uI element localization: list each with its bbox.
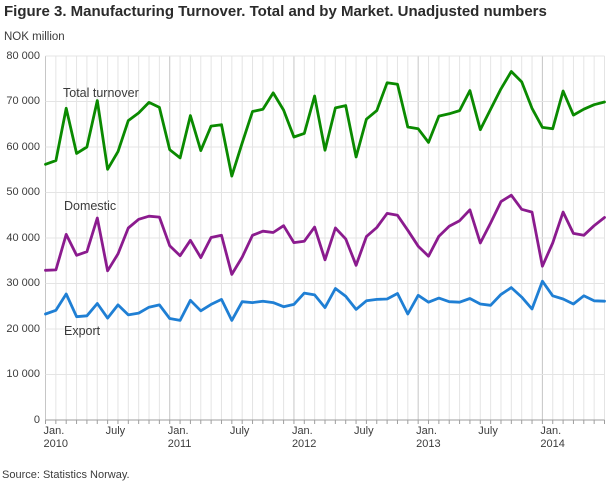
series-label-domestic: Domestic (64, 199, 117, 213)
x-tick-label: July (105, 425, 126, 437)
series-line-domestic (44, 193, 606, 276)
y-tick-label: 80 000 (6, 49, 40, 62)
y-axis-unit-label: NOK million (4, 31, 65, 43)
x-tick-label: Jan. 2013 (416, 425, 441, 450)
series-line-total (44, 70, 606, 178)
series-label-total-turnover: Total turnover (63, 86, 139, 100)
y-tick-label: 50 000 (6, 186, 40, 198)
x-tick-label: July (478, 425, 498, 437)
y-tick-label: 20 000 (6, 322, 40, 335)
x-tick-label: Jan. 2010 (43, 425, 68, 450)
x-tick-label: Jan. 2011 (167, 425, 192, 450)
x-tick-label: Jan. 2012 (291, 425, 317, 450)
chart-title: Figure 3. Manufacturing Turnover. Total … (4, 3, 547, 20)
x-tick-label: July (354, 425, 374, 437)
y-tick-label: 70 000 (6, 95, 40, 107)
y-tick-label: 10 000 (6, 368, 40, 380)
y-tick-label: 0 (33, 413, 40, 426)
series-line-export (44, 279, 606, 322)
y-tick-label: 60 000 (6, 140, 40, 153)
series-label-export: Export (64, 324, 101, 338)
x-tick-label: July (229, 425, 250, 437)
x-tick-label: Jan. 2014 (540, 425, 565, 450)
y-tick-label: 30 000 (6, 277, 40, 289)
y-tick-label: 40 000 (6, 231, 40, 244)
source-attribution: Source: Statistics Norway. (2, 469, 130, 481)
